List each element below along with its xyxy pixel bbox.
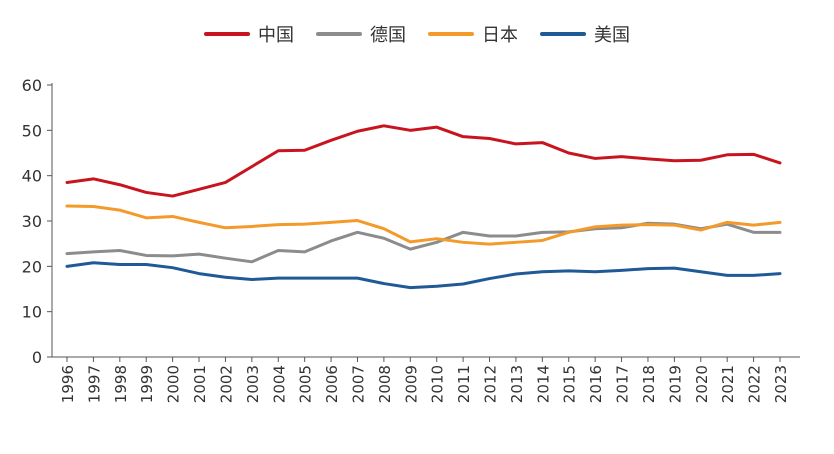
x-tick-label: 2007 <box>349 365 367 403</box>
x-tick-label: 2000 <box>165 365 183 403</box>
x-tick-label: 1999 <box>138 365 156 403</box>
series-line-2 <box>65 204 782 246</box>
y-tick-label: 60 <box>22 76 42 95</box>
x-tick-label: 2008 <box>376 365 394 403</box>
y-tick-label: 10 <box>22 303 42 322</box>
y-tick-label: 50 <box>22 121 42 140</box>
x-tick-label: 2001 <box>191 365 209 403</box>
y-tick-label: 30 <box>22 212 42 231</box>
x-tick-label: 1996 <box>59 365 77 403</box>
x-tick-label: 2022 <box>746 365 764 403</box>
legend-item-usa: 美国 <box>540 21 630 47</box>
x-tick-label: 2014 <box>534 365 552 403</box>
y-tick-label: 20 <box>22 257 42 276</box>
legend-swatch-germany <box>316 32 362 36</box>
x-tick-label: 1998 <box>112 365 130 403</box>
series-line-3 <box>65 261 782 290</box>
legend-swatch-china <box>204 32 250 36</box>
x-tick-label: 2010 <box>429 365 447 403</box>
legend-label-china: 中国 <box>258 25 294 46</box>
series-line-0 <box>65 124 782 198</box>
legend-item-china: 中国 <box>204 21 294 47</box>
legend-item-japan: 日本 <box>428 21 518 47</box>
legend-swatch-japan <box>428 32 474 36</box>
legend-label-germany: 德国 <box>370 25 406 46</box>
x-tick-label: 2003 <box>244 365 262 403</box>
series-line-1 <box>65 221 782 264</box>
x-tick-label: 2016 <box>587 365 605 403</box>
x-tick-label: 2017 <box>614 365 632 403</box>
legend: 中国 德国 日本 美国 <box>0 20 834 48</box>
x-tick-label: 2019 <box>666 365 684 403</box>
x-tick-label: 2023 <box>772 365 790 403</box>
x-tick-label: 2018 <box>640 365 658 403</box>
legend-swatch-usa <box>540 32 586 36</box>
y-tick-label: 0 <box>32 348 42 367</box>
x-tick-label: 2021 <box>719 365 737 403</box>
x-tick-label: 2020 <box>693 365 711 403</box>
x-tick-label: 2009 <box>402 365 420 403</box>
x-tick-label: 2012 <box>482 365 500 403</box>
legend-label-japan: 日本 <box>482 25 518 46</box>
x-tick-label: 2004 <box>270 365 288 403</box>
legend-item-germany: 德国 <box>316 21 406 47</box>
x-tick-label: 1997 <box>85 365 103 403</box>
x-tick-label: 2002 <box>217 365 235 403</box>
x-tick-label: 2013 <box>508 365 526 403</box>
legend-label-usa: 美国 <box>594 25 630 46</box>
x-tick-label: 2011 <box>455 365 473 403</box>
x-tick-label: 2015 <box>561 365 579 403</box>
x-tick-label: 2006 <box>323 365 341 403</box>
y-tick-label: 40 <box>22 167 42 186</box>
x-tick-label: 2005 <box>297 365 315 403</box>
